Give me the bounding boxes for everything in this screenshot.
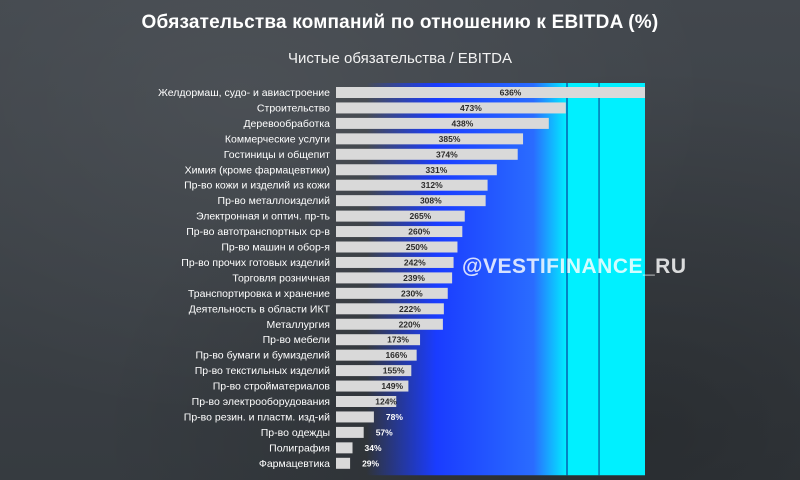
value-label: 250% — [406, 242, 428, 252]
bar — [336, 442, 353, 454]
bar — [336, 256, 454, 268]
value-label: 124% — [375, 397, 397, 407]
bar — [336, 380, 409, 392]
category-label: Фармацевтика — [259, 458, 330, 470]
category-label: Пр-во прочих готовых изделий — [181, 257, 330, 269]
watermark: @VESTIFINANCE_RU — [462, 255, 687, 278]
value-label: 34% — [365, 443, 382, 453]
value-label: 173% — [387, 335, 409, 345]
category-label: Металлургия — [267, 319, 331, 331]
category-label: Пр-во металлоизделий — [218, 195, 331, 207]
bars-group: Желдормаш, судо- и авиастроение 636% Строи… — [158, 87, 645, 470]
value-label: 222% — [399, 304, 421, 314]
category-label: Пр-во мебели — [263, 334, 331, 346]
value-label: 265% — [410, 211, 432, 221]
value-label: 473% — [460, 103, 482, 113]
value-label: 242% — [404, 257, 426, 267]
bar — [336, 396, 397, 407]
category-label: Пр-во электрооборудования — [192, 396, 330, 408]
value-label: 438% — [452, 118, 474, 128]
bar — [336, 117, 549, 129]
category-label: Желдормаш, судо- и авиастроение — [158, 87, 330, 99]
bar — [336, 318, 443, 330]
value-label: 149% — [381, 381, 403, 391]
bar — [336, 210, 465, 222]
value-label: 260% — [408, 227, 430, 237]
bar — [336, 195, 486, 207]
category-label: Пр-во текстильных изделий — [195, 365, 330, 377]
value-label: 57% — [376, 427, 393, 437]
value-label: 166% — [385, 350, 407, 360]
category-label: Полиграфия — [269, 442, 330, 454]
category-label: Строительство — [257, 102, 330, 114]
bar — [336, 133, 524, 145]
category-label: Пр-во автотранспортных ср-в — [186, 226, 330, 238]
value-label: 78% — [386, 412, 403, 422]
chart-subtitle: Чистые обязательства / EBITDA — [288, 50, 512, 67]
category-label: Пр-во кожи и изделий из кожи — [184, 180, 330, 192]
bar — [336, 457, 351, 469]
bar — [336, 148, 518, 160]
bar — [336, 226, 463, 238]
category-label: Пр-во бумаги и бумизделий — [195, 350, 330, 362]
value-label: 29% — [362, 458, 379, 468]
value-label: 636% — [500, 88, 522, 98]
category-label: Электронная и оптич. пр-ть — [196, 211, 331, 223]
chart-title: Обязательства компаний по отношению к EB… — [141, 12, 659, 33]
bar — [336, 272, 453, 284]
value-label: 230% — [401, 288, 423, 298]
bar — [336, 179, 488, 191]
value-label: 220% — [399, 319, 421, 329]
category-label: Деятельность в области ИКТ — [189, 303, 331, 315]
value-label: 239% — [403, 273, 425, 283]
category-label: Химия (кроме фармацевтики) — [185, 164, 330, 176]
bar — [336, 87, 645, 98]
bar — [336, 411, 374, 423]
bar — [336, 164, 497, 176]
value-label: 155% — [383, 366, 405, 376]
bar — [336, 303, 444, 315]
category-label: Деревообработка — [243, 118, 330, 130]
bar — [336, 426, 364, 438]
category-label: Пр-во резин. и пластм. изд-ий — [184, 411, 330, 423]
bar — [336, 334, 421, 346]
category-label: Пр-во стройматериалов — [213, 381, 331, 393]
category-label: Транспортировка и хранение — [188, 288, 330, 300]
category-label: Гостиницы и общепит — [224, 149, 330, 161]
category-label: Пр-во машин и обор-я — [221, 242, 330, 254]
value-label: 308% — [420, 196, 442, 206]
value-label: 374% — [436, 149, 458, 159]
value-label: 312% — [421, 180, 443, 190]
category-label: Коммерческие услуги — [225, 133, 330, 145]
bar — [336, 102, 566, 114]
bar — [336, 241, 458, 253]
bar — [336, 349, 417, 361]
category-label: Пр-во одежды — [261, 427, 330, 439]
category-label: Торговля розничная — [232, 272, 330, 284]
value-label: 385% — [439, 134, 461, 144]
bar — [336, 365, 412, 377]
bar — [336, 287, 448, 299]
value-label: 331% — [426, 165, 448, 175]
